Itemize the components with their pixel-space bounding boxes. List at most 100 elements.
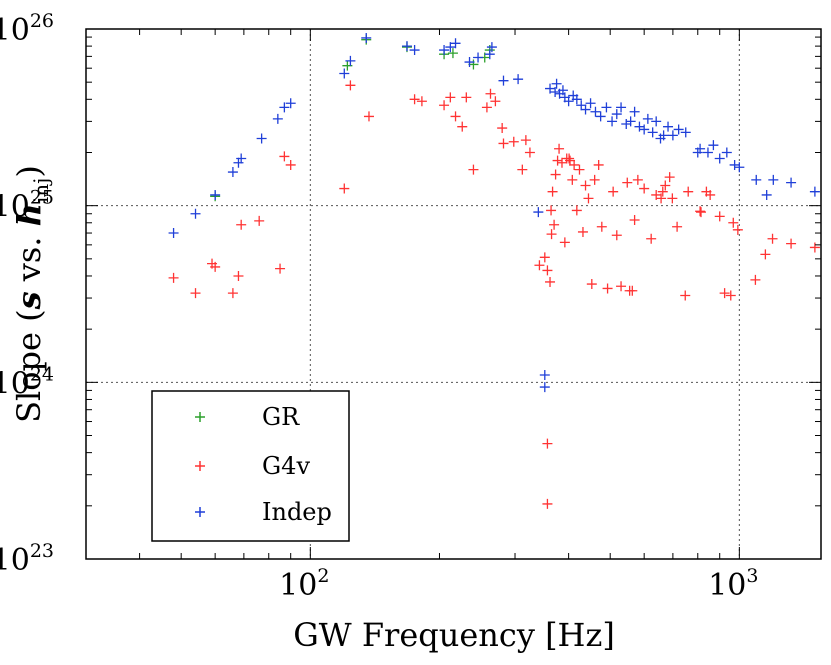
data-point-g4v-73	[664, 172, 675, 183]
legend-marker-indep	[195, 507, 205, 517]
data-point-indep-41	[601, 102, 612, 113]
y-axis-title: Slope (s vs. hinj)	[10, 165, 53, 423]
data-point-g4v-3	[210, 261, 221, 272]
legend-box	[151, 390, 350, 542]
data-point-g4v-10	[285, 159, 296, 170]
data-point-indep-14	[409, 45, 420, 56]
data-point-indep-7	[272, 113, 283, 124]
data-point-g4v-86	[732, 224, 743, 235]
data-point-indep-15	[439, 45, 450, 56]
data-point-g4v-51	[577, 226, 588, 237]
data-point-g4v-90	[786, 238, 797, 249]
data-point-g4v-1	[190, 288, 201, 299]
y-axis-title-symbol-s: s	[10, 291, 48, 310]
x-tick-label-0: 102	[279, 565, 329, 603]
data-point-g4v-57	[596, 221, 607, 232]
data-point-indep-33	[563, 96, 574, 107]
data-point-g4v-31	[534, 260, 545, 271]
series-g4v	[168, 80, 820, 509]
data-point-g4v-50	[574, 164, 585, 175]
data-point-indep-1	[190, 208, 201, 219]
data-point-indep-11	[345, 55, 356, 66]
data-point-indep-47	[629, 106, 640, 117]
data-point-indep-51	[647, 127, 658, 138]
data-point-indep-22	[498, 75, 509, 86]
data-point-indep-68	[761, 189, 772, 200]
data-point-g4v-68	[646, 233, 657, 244]
data-point-g4v-9	[279, 151, 290, 162]
data-point-indep-65	[729, 159, 740, 170]
data-point-indep-48	[634, 121, 645, 132]
data-point-g4v-81	[705, 189, 716, 200]
data-points	[168, 32, 820, 509]
data-point-g4v-11	[339, 183, 350, 194]
data-point-g4v-45	[564, 153, 575, 164]
data-point-indep-4	[233, 157, 244, 168]
data-point-indep-49	[639, 124, 650, 135]
legend-entry-g4v: G4v	[195, 452, 310, 480]
legend-marker-g4v	[195, 461, 205, 471]
data-point-g4v-60	[611, 230, 622, 241]
data-point-g4v-0	[168, 272, 179, 283]
data-point-indep-24	[533, 207, 544, 218]
data-point-indep-63	[714, 153, 725, 164]
data-point-indep-10	[339, 68, 350, 79]
data-point-indep-29	[551, 78, 562, 89]
data-point-indep-21	[486, 42, 497, 53]
data-point-indep-70	[786, 177, 797, 188]
x-tick-label-1: 103	[708, 565, 758, 603]
data-point-g4v-89	[767, 233, 778, 244]
data-point-g4v-26	[498, 138, 509, 149]
legend-label-g4v: G4v	[262, 452, 310, 480]
data-point-indep-69	[768, 174, 779, 185]
data-point-indep-61	[702, 147, 713, 158]
data-point-g4v-37	[547, 186, 558, 197]
data-point-g4v-49	[571, 205, 582, 216]
data-point-g4v-43	[559, 237, 570, 248]
data-point-g4v-92	[542, 438, 553, 449]
data-point-g4v-8	[275, 263, 286, 274]
data-point-indep-52	[651, 116, 662, 127]
y-tick-label-0: 1023	[0, 540, 54, 578]
data-point-indep-28	[550, 86, 561, 97]
data-point-g4v-67	[639, 183, 650, 194]
data-point-g4v-78	[695, 206, 706, 217]
data-point-g4v-76	[680, 290, 691, 301]
data-point-g4v-18	[450, 111, 461, 122]
data-point-indep-46	[625, 116, 636, 127]
data-point-indep-27	[545, 83, 556, 94]
data-point-g4v-24	[490, 96, 501, 107]
series-indep	[168, 32, 820, 393]
legend: GR G4v Indep	[151, 390, 350, 542]
data-point-g4v-70	[656, 193, 667, 204]
series-gr	[210, 34, 495, 202]
legend-entry-gr: GR	[195, 403, 300, 431]
data-point-g4v-82	[714, 211, 725, 222]
plot-frame	[85, 28, 822, 560]
data-point-indep-13	[401, 41, 412, 52]
y-axis-title-vs: vs.	[10, 226, 48, 291]
data-point-indep-12	[361, 32, 372, 43]
data-point-g4v-41	[554, 143, 565, 154]
data-point-g4v-20	[461, 92, 472, 103]
data-point-g4v-87	[750, 274, 761, 285]
data-point-g4v-72	[660, 180, 671, 191]
data-point-indep-16	[445, 42, 456, 53]
data-point-indep-50	[642, 113, 653, 124]
data-point-indep-31	[557, 85, 568, 96]
legend-label-gr: GR	[262, 403, 300, 431]
data-point-indep-54	[658, 130, 669, 141]
data-point-indep-67	[751, 174, 762, 185]
data-point-g4v-77	[683, 186, 694, 197]
y-axis-title-prefix: Slope (	[10, 309, 48, 423]
data-point-g4v-46	[565, 155, 576, 166]
y-axis-title-subscript: inj	[29, 178, 53, 203]
data-point-indep-60	[695, 143, 706, 154]
data-point-indep-20	[484, 49, 495, 60]
data-point-g4v-47	[567, 174, 578, 185]
data-point-g4v-14	[409, 94, 420, 105]
data-point-indep-0	[168, 228, 179, 239]
data-point-g4v-36	[546, 229, 557, 240]
data-point-g4v-65	[629, 214, 640, 225]
data-point-g4v-58	[602, 283, 613, 294]
